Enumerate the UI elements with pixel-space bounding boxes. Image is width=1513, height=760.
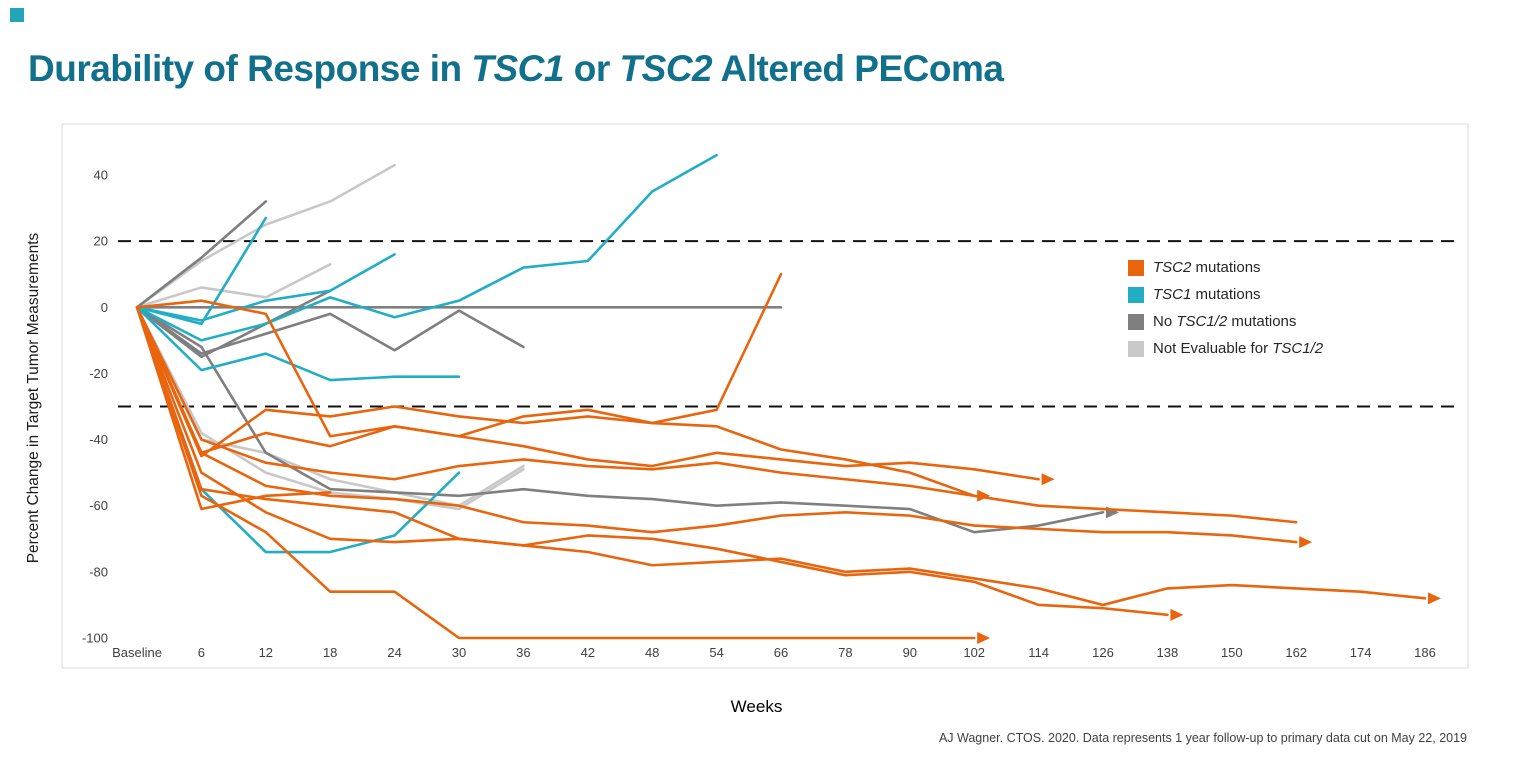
series-line-no_mut [135,200,268,309]
ongoing-treatment-arrow-icon [1041,473,1055,486]
plot-border [61,123,1469,669]
series-line-no_mut [135,289,332,359]
ongoing-treatment-arrow-icon [1299,536,1313,549]
x-tick-label: 54 [709,645,723,660]
y-tick-label: 40 [94,168,108,183]
legend-item-not_eval: Not Evaluable for TSC1/2 [1128,340,1323,358]
title-gene-name: TSC2 [619,48,713,89]
x-axis-title: Weeks [730,697,783,716]
series-line-tsc1 [135,253,396,322]
series-line-tsc1 [135,153,718,342]
series-line-tsc2 [135,305,1169,617]
y-tick-label: -60 [89,498,108,513]
x-tick-label: 42 [581,645,595,660]
x-tick-label: 174 [1350,645,1372,660]
legend-item-no_mut: No TSC1/2 mutations [1128,313,1323,331]
legend-item-tsc1: TSC1 mutations [1128,286,1323,304]
chart-legend: TSC2 mutations TSC1 mutations No TSC1/2 mu… [1128,259,1323,367]
title-text: Altered PEComa [712,48,1004,89]
y-tick-label: -20 [89,366,108,381]
y-tick-label: -80 [89,564,108,579]
x-tick-label: 30 [452,645,466,660]
x-tick-label: 162 [1285,645,1307,660]
series-line-no_mut [135,305,525,355]
series-line-tsc2 [135,305,1040,481]
x-tick-label: 24 [387,645,401,660]
ongoing-treatment-arrow-icon [977,632,991,644]
legend-swatch-icon [1128,314,1144,330]
x-tick-label: 36 [516,645,530,660]
legend-swatch-icon [1128,287,1144,303]
legend-item-tsc2: TSC2 mutations [1128,259,1323,277]
ongoing-treatment-arrow-icon [1170,608,1184,621]
ongoing-treatment-arrow-icon [1428,592,1441,605]
legend-swatch-icon [1128,260,1144,276]
title-text: or [563,48,620,89]
source-citation: AJ Wagner. CTOS. 2020. Data represents 1… [938,731,1467,745]
x-tick-label: 114 [1028,645,1049,660]
series-line-tsc1 [135,305,461,382]
series-line-tsc2 [135,305,976,640]
corner-accent-square [10,8,24,22]
series-line-tsc2 [135,305,1298,544]
series-line-tsc2 [135,272,783,438]
y-tick-label: 20 [94,234,108,249]
x-tick-label: 48 [645,645,659,660]
x-tick-label: 126 [1092,645,1114,660]
x-tick-label: 78 [838,645,852,660]
legend-label: TSC2 mutations [1153,259,1261,276]
x-tick-label: 102 [963,645,985,660]
page-title: Durability of Response in TSC1 or TSC2 A… [28,48,1004,90]
y-tick-label: 0 [101,300,108,315]
legend-swatch-icon [1128,341,1144,357]
legend-label: No TSC1/2 mutations [1153,313,1297,330]
x-tick-label: 138 [1157,645,1179,660]
x-tick-label: 6 [198,645,205,660]
legend-label: TSC1 mutations [1153,286,1261,303]
series-line-not_eval [135,163,396,309]
series-line-tsc2 [135,305,1298,524]
x-tick-label: 66 [774,645,788,660]
series-line-not_eval [135,262,332,309]
x-tick-label: 12 [259,645,273,660]
ongoing-treatment-arrow-icon [977,489,991,502]
y-tick-label: -40 [89,432,108,447]
x-tick-label: 90 [903,645,917,660]
x-tick-label: Baseline [112,645,162,660]
series-line-tsc2 [135,305,976,498]
x-tick-label: 18 [323,645,337,660]
title-text: Durability of Response in [28,48,472,89]
x-tick-label: 150 [1221,645,1243,660]
y-tick-label: -100 [82,631,108,646]
legend-label: Not Evaluable for TSC1/2 [1153,340,1324,357]
y-axis-title: Percent Change in Target Tumor Measureme… [25,232,42,563]
series-line-tsc2 [135,305,1427,607]
series-line-tsc2 [135,305,332,511]
x-tick-label: 186 [1414,645,1436,660]
title-gene-name: TSC1 [471,48,564,89]
